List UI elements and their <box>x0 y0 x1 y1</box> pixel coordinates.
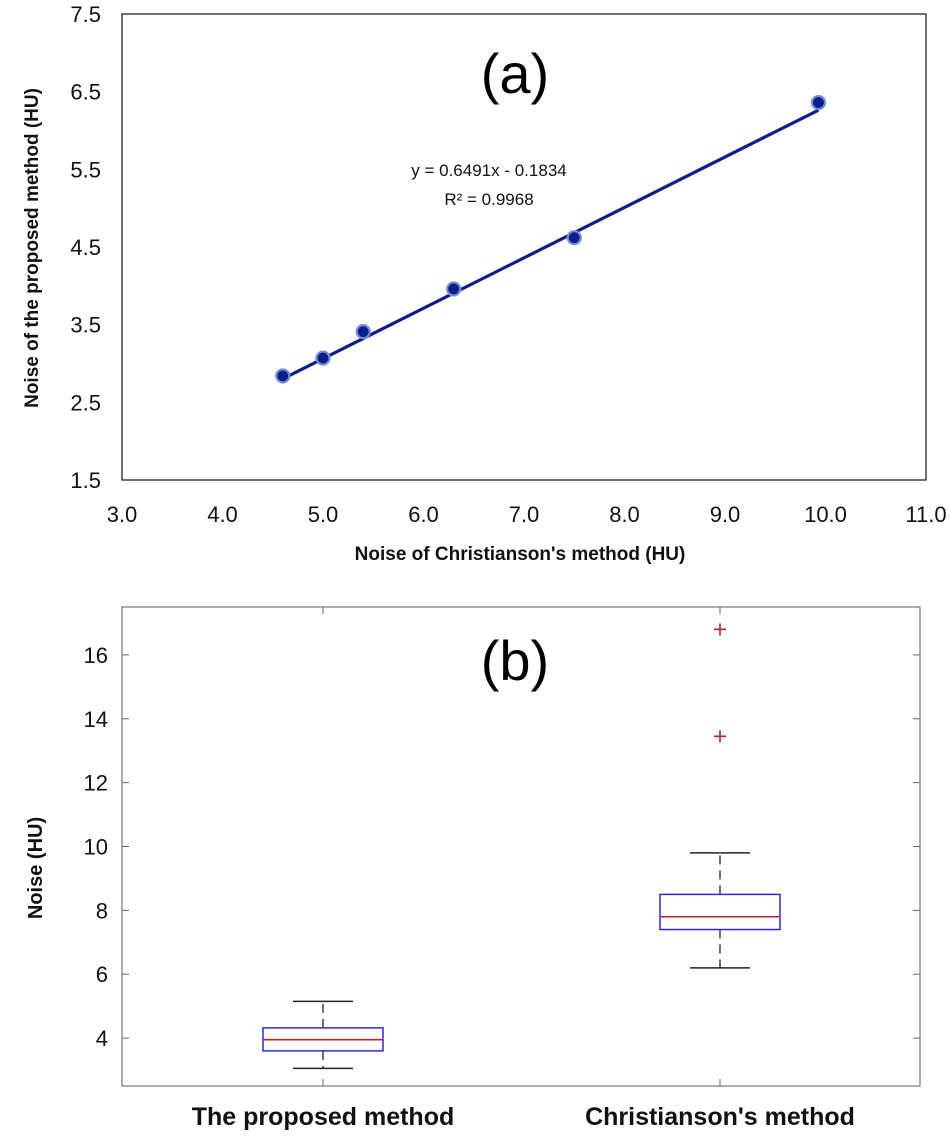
x-tick-label: 8.0 <box>609 502 640 527</box>
y-tick-label: 5.5 <box>70 157 101 182</box>
data-point <box>315 350 331 366</box>
category-label: The proposed method <box>192 1103 455 1131</box>
y-axis-title: Noise (HU) <box>25 817 47 919</box>
x-tick-label: 11.0 <box>905 502 946 527</box>
x-tick-label: 9.0 <box>710 502 741 527</box>
y-tick-label: 8 <box>96 898 108 923</box>
y-tick-label: 6 <box>96 962 108 987</box>
x-tick-label: 5.0 <box>308 502 339 527</box>
category-label: Christianson's method <box>585 1103 855 1131</box>
panel-label: (a) <box>481 42 549 105</box>
trendline <box>282 108 820 381</box>
y-tick-label: 4 <box>96 1026 108 1051</box>
y-tick-label: 4.5 <box>70 235 101 260</box>
plot-frame <box>121 606 921 1087</box>
x-axis-title: Noise of Christianson's method (HU) <box>355 544 686 565</box>
x-tick-label: 3.0 <box>107 502 138 527</box>
y-tick-label: 2.5 <box>70 390 101 415</box>
y-tick-label: 1.5 <box>70 468 101 493</box>
data-point <box>810 94 827 111</box>
scatter-panel: 3.0 4.0 5.0 6.0 7.0 8.0 9.0 10.0 11.0 1.5 2.5 3.5 4… <box>22 2 947 565</box>
x-tick-label: 6.0 <box>408 502 439 527</box>
y-axis-title: Noise of the proposed method (HU) <box>22 88 43 408</box>
y-tick-label: 6.5 <box>70 80 101 105</box>
data-point <box>566 230 582 246</box>
y-tick-label: 12 <box>84 771 108 796</box>
data-point <box>275 368 291 384</box>
x-tick-label: 7.0 <box>509 502 540 527</box>
data-point <box>355 324 371 340</box>
box-panel: 4 6 8 10 12 14 16 The proposed method Christian… <box>25 606 921 1131</box>
outlier-marker <box>714 623 726 636</box>
y-tick-label: 16 <box>84 643 108 668</box>
x-tick-label: 10.0 <box>804 502 847 527</box>
y-tick-label: 3.5 <box>70 313 101 338</box>
r-squared-annotation: R² = 0.9968 <box>444 190 533 209</box>
iqr-box <box>659 893 781 931</box>
panel-label: (b) <box>481 629 549 692</box>
y-tick-label: 7.5 <box>70 2 101 27</box>
x-tick-label: 4.0 <box>207 502 238 527</box>
data-point <box>446 281 462 297</box>
plot-frame <box>121 13 927 481</box>
equation-annotation: y = 0.6491x - 0.1834 <box>411 161 566 180</box>
y-tick-label: 10 <box>84 835 108 860</box>
y-tick-label: 14 <box>84 707 108 732</box>
outlier-marker <box>714 730 726 743</box>
